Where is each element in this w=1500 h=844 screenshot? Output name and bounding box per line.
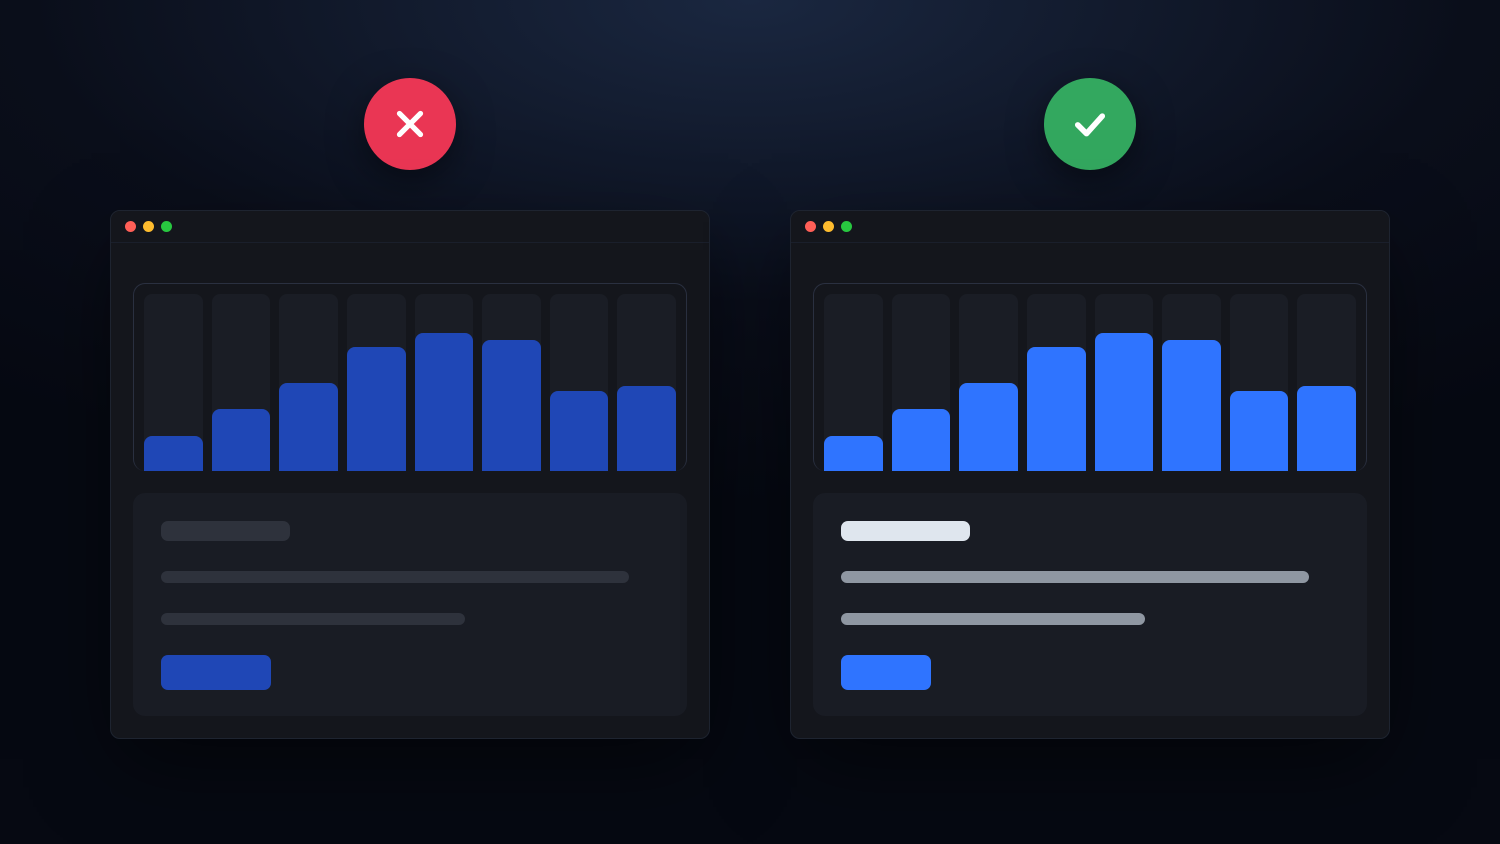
chart-slot <box>1297 294 1356 471</box>
chart-slot <box>892 294 951 471</box>
titlebar <box>111 211 709 243</box>
placeholder-title <box>161 521 290 541</box>
browser-mock-wrong <box>110 210 710 739</box>
traffic-light-minimize[interactable] <box>143 221 154 232</box>
side-wrong <box>110 78 710 739</box>
chart-bar <box>550 391 609 471</box>
chart-bar <box>347 347 406 471</box>
cross-icon <box>389 103 431 145</box>
wrong-badge <box>364 78 456 170</box>
chart-slot <box>959 294 1018 471</box>
traffic-light-zoom[interactable] <box>161 221 172 232</box>
check-icon <box>1069 103 1111 145</box>
chart-slot <box>347 294 406 471</box>
traffic-light-close[interactable] <box>805 221 816 232</box>
chart-bar <box>892 409 951 471</box>
chart-bar <box>1230 391 1289 471</box>
traffic-light-minimize[interactable] <box>823 221 834 232</box>
chart-bar <box>1162 340 1221 471</box>
chart-bar <box>1095 333 1154 471</box>
placeholder-line <box>841 571 1309 583</box>
chart-slot <box>1095 294 1154 471</box>
action-button[interactable] <box>841 655 931 690</box>
bar-chart-correct <box>813 283 1367 471</box>
side-correct <box>790 78 1390 739</box>
chart-slot <box>212 294 271 471</box>
chart-slot <box>550 294 609 471</box>
chart-slot <box>1230 294 1289 471</box>
chart-slot <box>279 294 338 471</box>
titlebar <box>791 211 1389 243</box>
chart-bar <box>144 436 203 471</box>
chart-bar <box>415 333 474 471</box>
chart-bar <box>1027 347 1086 471</box>
chart-bar <box>959 383 1018 472</box>
placeholder-line <box>161 613 465 625</box>
bar-chart-wrong <box>133 283 687 471</box>
chart-bar <box>617 386 676 471</box>
traffic-light-zoom[interactable] <box>841 221 852 232</box>
placeholder-line <box>161 571 629 583</box>
chart-bar <box>1297 386 1356 471</box>
correct-badge <box>1044 78 1136 170</box>
chart-bar <box>824 436 883 471</box>
text-card-correct <box>813 493 1367 716</box>
chart-slot <box>1162 294 1221 471</box>
chart-slot <box>144 294 203 471</box>
placeholder-line <box>841 613 1145 625</box>
chart-slot <box>482 294 541 471</box>
browser-mock-correct <box>790 210 1390 739</box>
chart-slot <box>824 294 883 471</box>
chart-slot <box>1027 294 1086 471</box>
comparison-container <box>0 0 1500 739</box>
chart-slot <box>617 294 676 471</box>
placeholder-title <box>841 521 970 541</box>
action-button[interactable] <box>161 655 271 690</box>
chart-bar <box>212 409 271 471</box>
chart-slot <box>415 294 474 471</box>
chart-bar <box>482 340 541 471</box>
browser-content <box>791 243 1389 738</box>
traffic-light-close[interactable] <box>125 221 136 232</box>
browser-content <box>111 243 709 738</box>
text-card-wrong <box>133 493 687 716</box>
chart-bar <box>279 383 338 472</box>
